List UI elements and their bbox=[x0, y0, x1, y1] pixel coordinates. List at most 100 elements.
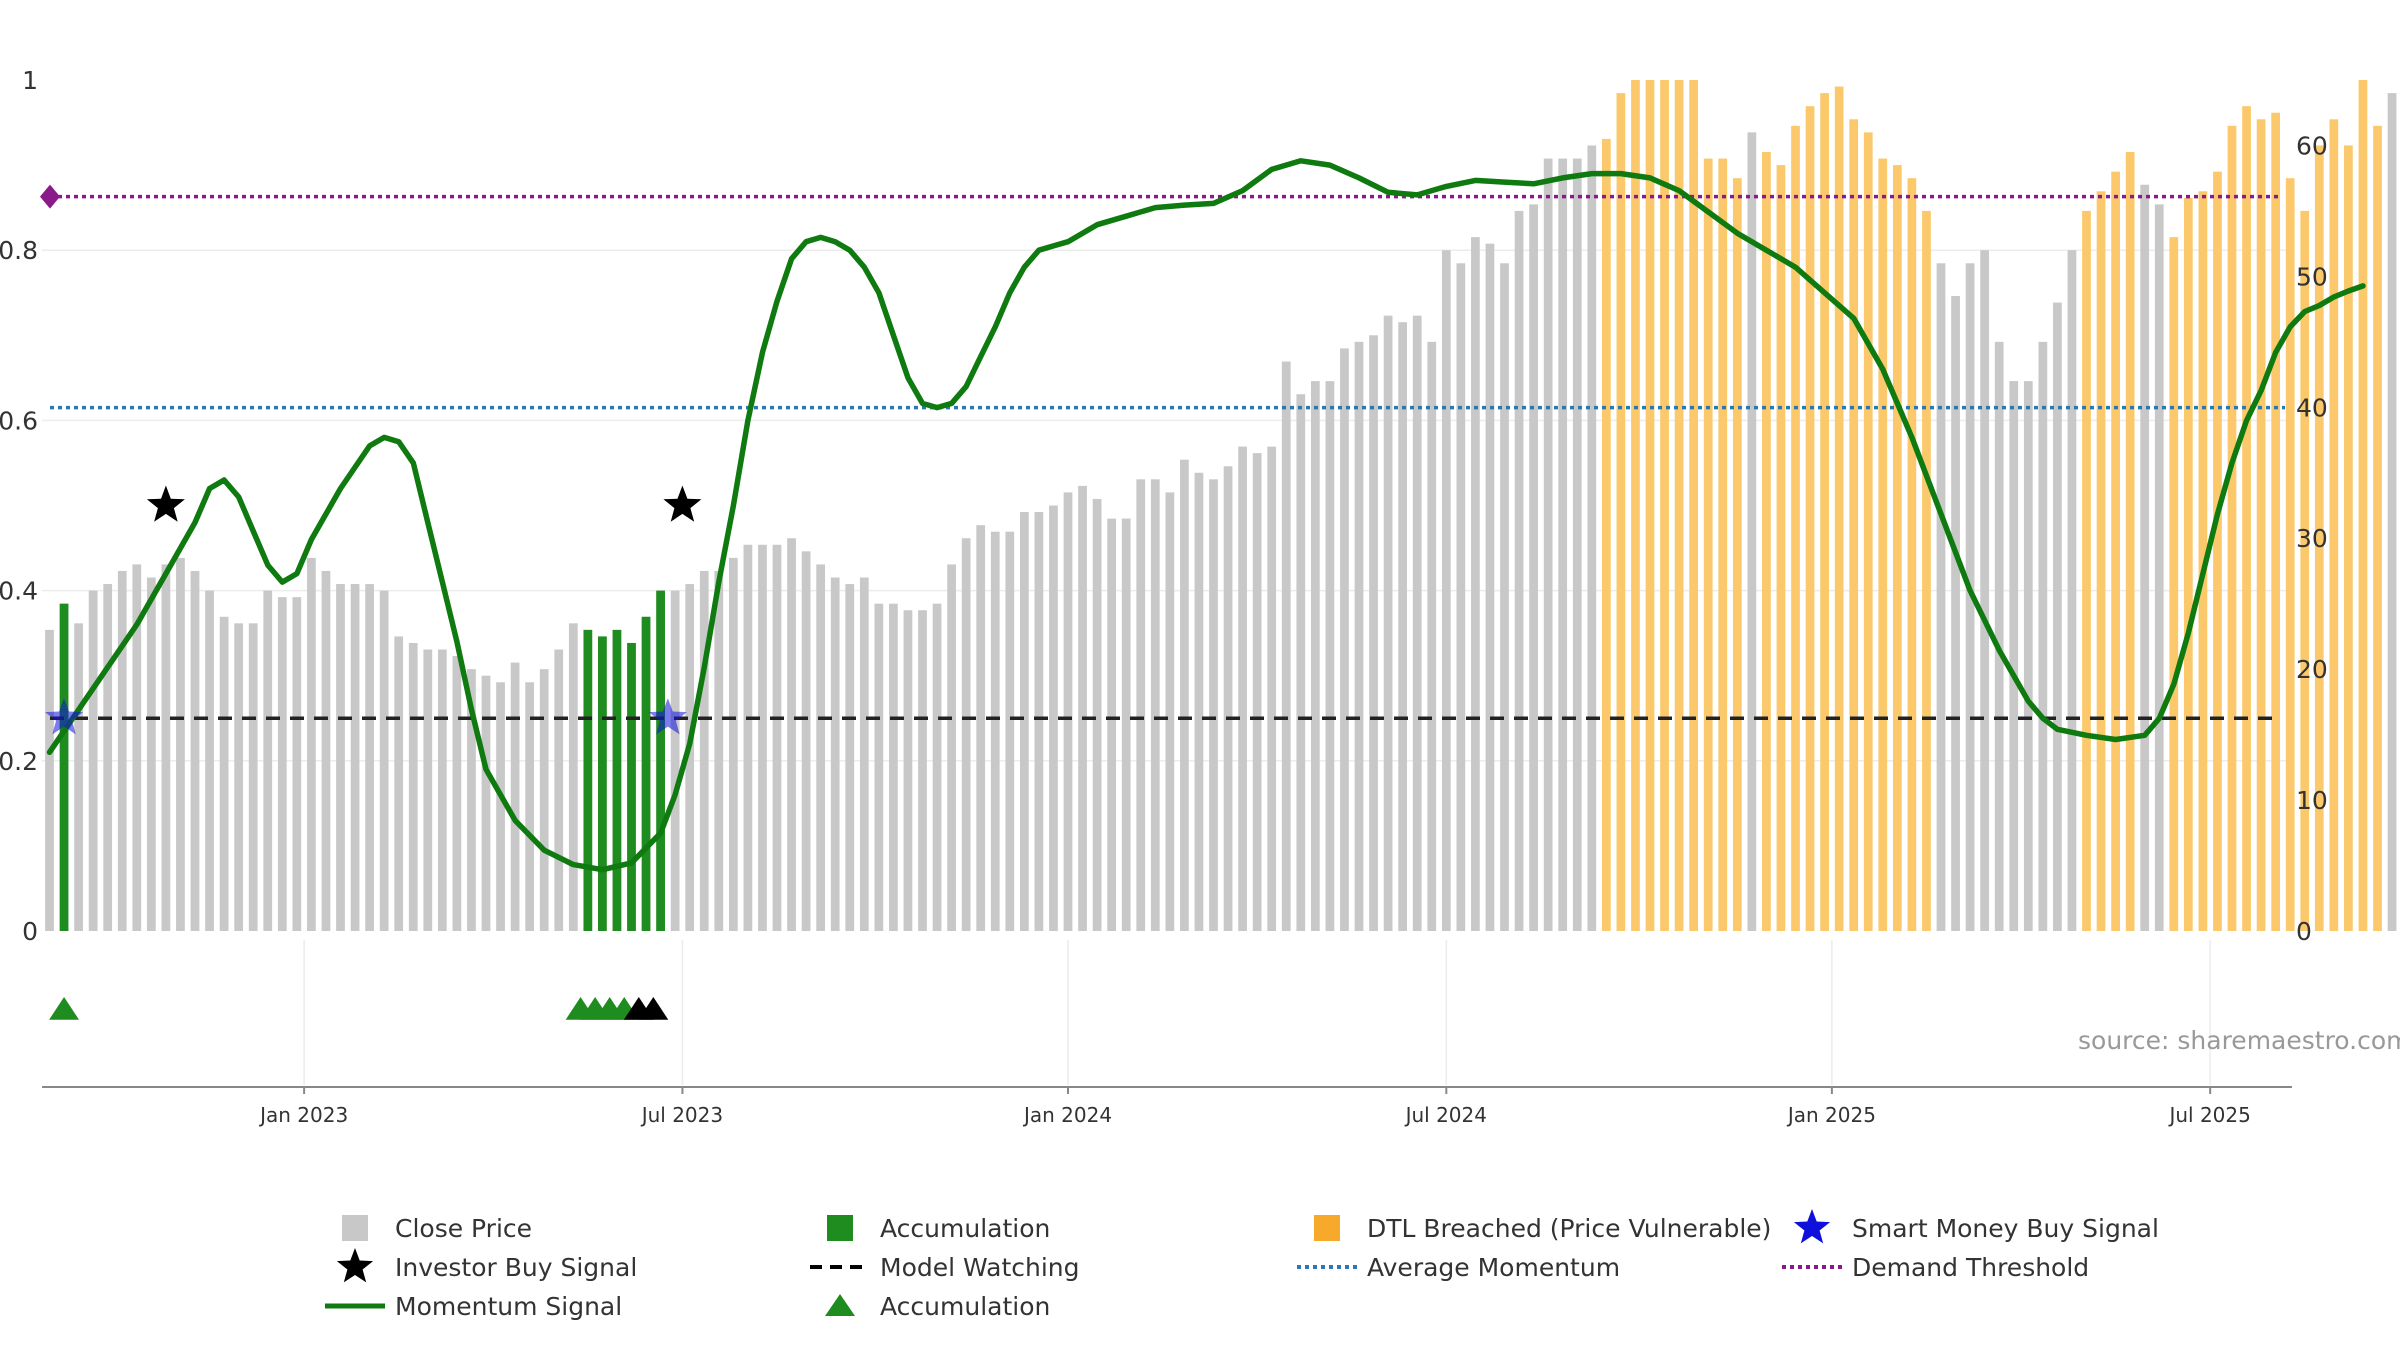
dtl-breached-bar bbox=[2256, 119, 2266, 932]
close-price-bar bbox=[1049, 505, 1058, 931]
legend-item: Momentum Signal bbox=[325, 1292, 622, 1321]
close-price-bar bbox=[1340, 348, 1349, 931]
legend-label: Smart Money Buy Signal bbox=[1852, 1214, 2159, 1243]
right-axis-tick: 60 bbox=[2296, 131, 2328, 160]
close-price-bar bbox=[437, 649, 447, 931]
legend-label: Model Watching bbox=[880, 1253, 1080, 1282]
close-price-bar bbox=[496, 682, 505, 931]
close-price-bar bbox=[1078, 485, 1087, 931]
close-price-bar bbox=[481, 675, 491, 931]
dtl-breached-bar bbox=[1878, 158, 1888, 932]
close-price-bar bbox=[1092, 498, 1102, 931]
close-price-bar bbox=[146, 577, 156, 931]
close-price-bar bbox=[830, 577, 840, 931]
left-axis-tick: 1 bbox=[22, 66, 38, 95]
close-price-bar bbox=[772, 544, 782, 931]
close-price-bar bbox=[452, 656, 462, 931]
close-price-bar bbox=[161, 564, 171, 931]
dtl-breached-bar bbox=[1820, 93, 1829, 932]
close-price-bar bbox=[903, 610, 913, 931]
legend-label: Average Momentum bbox=[1367, 1253, 1620, 1282]
close-price-bar bbox=[394, 636, 404, 931]
legend-item: Demand Threshold bbox=[1782, 1253, 2089, 1282]
dtl-breached-bar bbox=[1601, 138, 1611, 931]
close-price-bar bbox=[859, 577, 869, 931]
close-price-bar bbox=[103, 584, 113, 931]
close-price-bar bbox=[190, 570, 200, 931]
close-price-bar bbox=[525, 682, 535, 931]
legend-swatch-dtl bbox=[1314, 1215, 1340, 1241]
accumulation-bar bbox=[656, 590, 665, 931]
dtl-breached-bar bbox=[1892, 165, 1902, 932]
legend-item: DTL Breached (Price Vulnerable) bbox=[1314, 1214, 1771, 1243]
close-price-bar bbox=[176, 557, 185, 931]
dtl-breached-bar bbox=[2242, 106, 2251, 931]
legend-label: Accumulation bbox=[880, 1292, 1050, 1321]
dtl-breached-bar bbox=[1718, 158, 1728, 932]
close-price-bar bbox=[801, 551, 811, 931]
close-price-bar bbox=[1427, 341, 1437, 931]
dtl-breached-bar bbox=[1805, 106, 1815, 931]
close-price-bar bbox=[263, 590, 273, 931]
close-price-bar bbox=[1471, 237, 1480, 932]
legend-item: Investor Buy Signal bbox=[336, 1248, 637, 1283]
dtl-breached-bar bbox=[1660, 80, 1669, 931]
close-price-bar bbox=[1136, 479, 1146, 931]
source-label: source: sharemaestro.com bbox=[2078, 1026, 2400, 1055]
close-price-bar bbox=[1587, 145, 1597, 931]
close-price-bar bbox=[1456, 263, 1466, 931]
close-price-bar bbox=[1238, 446, 1247, 931]
accumulation-bar bbox=[583, 629, 593, 931]
lower-panel bbox=[49, 997, 669, 1020]
x-axis-tick: Jul 2024 bbox=[1404, 1103, 1487, 1127]
close-price-bars bbox=[45, 80, 2397, 932]
accumulation-triangle-black bbox=[638, 997, 669, 1020]
close-price-bar bbox=[961, 538, 971, 931]
close-price-bar bbox=[758, 544, 767, 931]
close-price-bar bbox=[539, 669, 549, 931]
legend-item: Smart Money Buy Signal bbox=[1793, 1209, 2159, 1244]
close-price-bar bbox=[74, 623, 83, 931]
momentum-signal-line bbox=[46, 158, 2366, 873]
dtl-breached-bar bbox=[2125, 152, 2135, 931]
dtl-breached-bar bbox=[2329, 119, 2339, 932]
x-axis-tick: Jan 2023 bbox=[258, 1103, 348, 1127]
legend-triangle-icon bbox=[825, 1294, 855, 1316]
close-price-bar bbox=[1369, 335, 1378, 931]
close-price-bar bbox=[1063, 492, 1073, 931]
legend-star-icon bbox=[336, 1248, 374, 1283]
close-price-bar bbox=[976, 525, 986, 931]
close-price-bar bbox=[1310, 381, 1320, 932]
close-price-bar bbox=[88, 590, 98, 931]
investor-buy-signal bbox=[146, 485, 185, 522]
dtl-breached-bar bbox=[1863, 132, 1873, 931]
close-price-bar bbox=[1325, 381, 1335, 932]
dtl-breached-bar bbox=[1689, 80, 1699, 931]
close-price-bar bbox=[408, 642, 418, 931]
legend-item: Model Watching bbox=[810, 1253, 1080, 1282]
left-axis-tick: 0.2 bbox=[0, 747, 38, 776]
close-price-bar bbox=[2009, 381, 2019, 932]
dtl-breached-bar bbox=[1674, 80, 1684, 931]
dtl-breached-bar bbox=[1907, 178, 1917, 931]
close-price-bar bbox=[234, 623, 244, 931]
close-price-bar bbox=[1107, 518, 1117, 931]
accumulation-bar bbox=[627, 642, 636, 931]
close-price-bar bbox=[947, 564, 956, 931]
dtl-breached-bar bbox=[2227, 125, 2237, 932]
close-price-bar bbox=[205, 590, 214, 931]
dtl-breached-bar bbox=[2111, 171, 2120, 932]
dtl-breached-bar bbox=[2271, 112, 2281, 931]
close-price-bar bbox=[277, 597, 287, 931]
close-price-bar bbox=[845, 584, 855, 931]
close-price-bar bbox=[1194, 472, 1204, 931]
accumulation-bar bbox=[641, 616, 651, 931]
accumulation-bar bbox=[598, 636, 607, 931]
close-price-bar bbox=[2067, 250, 2077, 931]
close-price-bar bbox=[1383, 315, 1393, 932]
close-price-bar bbox=[2140, 184, 2150, 931]
close-price-bar bbox=[1165, 492, 1175, 931]
close-price-bar bbox=[889, 603, 898, 931]
